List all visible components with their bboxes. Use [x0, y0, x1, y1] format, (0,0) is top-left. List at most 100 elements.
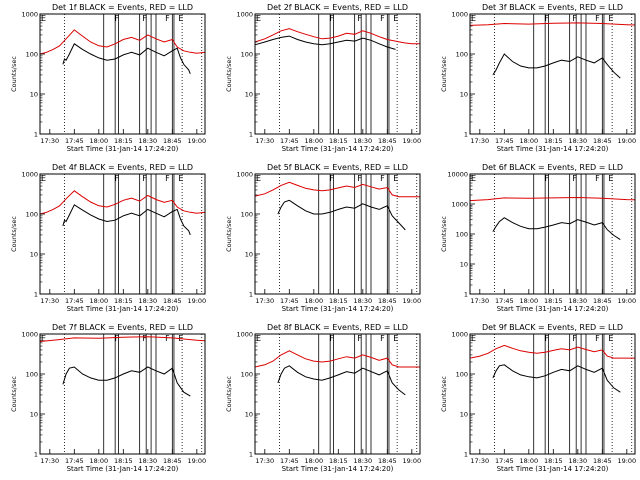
plot-frame: [39, 173, 206, 295]
y-axis-label: Counts/sec: [225, 376, 233, 412]
x-tick-label: 19:00: [617, 297, 636, 305]
plot-frame: [469, 13, 636, 135]
marker-label: F: [380, 334, 385, 343]
chart-title: Det 3f BLACK = Events, RED = LLD: [482, 3, 623, 12]
chart-title: Det 6f BLACK = Events, RED = LLD: [482, 163, 623, 172]
x-axis-label: Start Time (31-Jan-14 17:24:20): [67, 305, 179, 313]
x-tick-label: 17:45: [65, 297, 84, 305]
y-tick-label: 10: [30, 91, 38, 99]
y-axis-label: Counts/sec: [225, 216, 233, 252]
x-axis-label: Start Time (31-Jan-14 17:24:20): [497, 305, 609, 313]
x-tick-label: 19:00: [402, 137, 421, 145]
x-tick-label: 18:45: [593, 297, 612, 305]
x-tick-label: 18:30: [353, 137, 372, 145]
y-tick-label: 1: [34, 451, 38, 459]
marker-label: F: [357, 174, 362, 183]
x-tick-label: 18:15: [329, 137, 348, 145]
marker-label: F: [330, 174, 335, 183]
y-tick-label: 10000: [447, 171, 468, 179]
series-events-line: [254, 35, 396, 50]
x-tick-label: 19:00: [402, 457, 421, 465]
x-tick-label: 19:00: [187, 137, 206, 145]
marker-label: F: [165, 174, 170, 183]
marker-label: F: [545, 14, 550, 23]
x-tick-label: 18:30: [353, 457, 372, 465]
marker-label: F: [115, 14, 120, 23]
y-tick-label: 100: [456, 51, 468, 59]
marker-label: E: [608, 334, 613, 343]
marker-label: E: [41, 174, 46, 183]
y-tick-label: 100: [241, 371, 253, 379]
x-axis-label: Start Time (31-Jan-14 17:24:20): [497, 465, 609, 473]
marker-label: F: [142, 14, 147, 23]
x-tick-label: 17:30: [470, 137, 489, 145]
y-tick-label: 1: [249, 451, 253, 459]
chart-title: Det 1f BLACK = Events, RED = LLD: [52, 3, 193, 12]
plot-frame: [39, 333, 206, 455]
y-tick-label: 100: [456, 231, 468, 239]
x-tick-label: 17:30: [255, 297, 274, 305]
marker-label: F: [595, 14, 600, 23]
x-tick-label: 18:45: [378, 297, 397, 305]
marker-label: F: [380, 174, 385, 183]
x-tick-label: 19:00: [187, 457, 206, 465]
chart-title: Det 7f BLACK = Events, RED = LLD: [52, 323, 193, 332]
marker-label: E: [608, 14, 613, 23]
marker-label: E: [393, 334, 398, 343]
x-tick-label: 17:45: [495, 297, 514, 305]
y-tick-label: 10: [245, 251, 253, 259]
x-tick-label: 18:45: [593, 457, 612, 465]
marker-label: F: [545, 334, 550, 343]
x-axis-label: Start Time (31-Jan-14 17:24:20): [282, 465, 394, 473]
marker-label: F: [595, 174, 600, 183]
marker-label: F: [572, 174, 577, 183]
y-tick-label: 1: [464, 131, 468, 139]
y-tick-label: 10: [30, 411, 38, 419]
series-events-line: [492, 53, 621, 79]
plot-frame: [254, 13, 421, 135]
x-tick-label: 18:45: [163, 297, 182, 305]
x-tick-label: 19:00: [617, 137, 636, 145]
marker-label: E: [393, 174, 398, 183]
marker-label: F: [330, 334, 335, 343]
y-tick-label: 100: [456, 371, 468, 379]
x-axis-label: Start Time (31-Jan-14 17:24:20): [497, 145, 609, 153]
series-events-line: [62, 366, 191, 397]
y-axis-label: Counts/sec: [440, 376, 448, 412]
marker-label: F: [357, 14, 362, 23]
marker-label: F: [357, 334, 362, 343]
series-lld-line: [469, 196, 636, 202]
x-tick-label: 18:15: [114, 297, 133, 305]
y-tick-label: 10: [245, 91, 253, 99]
y-tick-label: 100: [26, 211, 38, 219]
x-tick-label: 17:30: [40, 137, 59, 145]
y-tick-label: 1: [464, 451, 468, 459]
x-tick-label: 17:45: [280, 137, 299, 145]
marker-label: F: [142, 334, 147, 343]
x-tick-label: 18:45: [378, 457, 397, 465]
x-tick-label: 18:00: [89, 297, 108, 305]
x-tick-label: 18:15: [329, 457, 348, 465]
x-axis-label: Start Time (31-Jan-14 17:24:20): [67, 145, 179, 153]
marker-label: F: [572, 334, 577, 343]
marker-label: E: [256, 14, 261, 23]
x-tick-label: 18:30: [353, 297, 372, 305]
x-tick-label: 18:15: [114, 457, 133, 465]
x-tick-label: 17:30: [470, 457, 489, 465]
marker-label: F: [572, 14, 577, 23]
series-lld-line: [39, 190, 206, 215]
marker-label: F: [165, 334, 170, 343]
y-tick-label: 1000: [21, 171, 38, 179]
x-tick-label: 17:30: [40, 457, 59, 465]
marker-label: E: [178, 14, 183, 23]
x-tick-label: 18:45: [163, 457, 182, 465]
marker-label: F: [115, 334, 120, 343]
x-tick-label: 18:30: [568, 457, 587, 465]
chart-title: Det 5f BLACK = Events, RED = LLD: [267, 163, 408, 172]
y-tick-label: 1: [34, 291, 38, 299]
chart-title: Det 4f BLACK = Events, RED = LLD: [52, 163, 193, 172]
